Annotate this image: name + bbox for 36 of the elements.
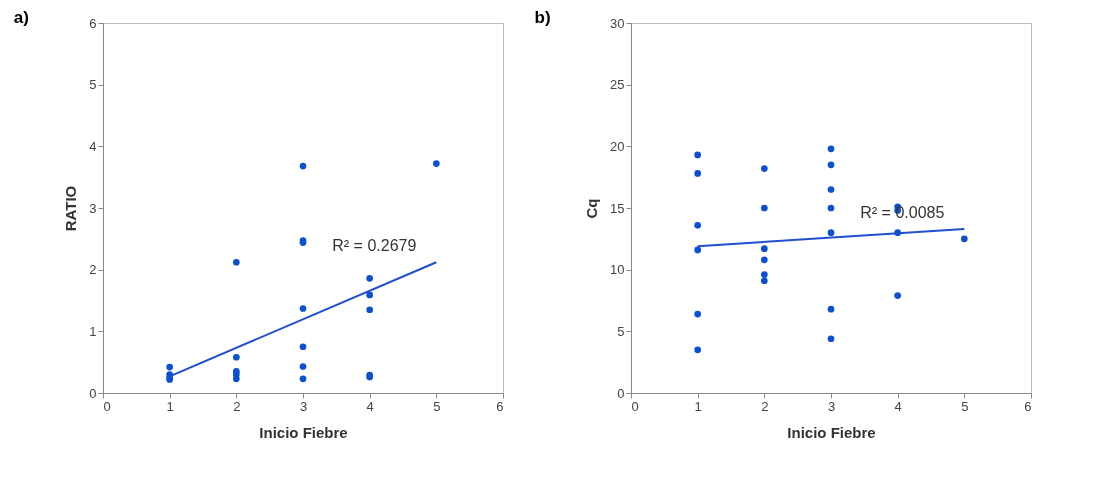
y-tick-label: 5: [617, 323, 625, 339]
y-tick-label: 0: [617, 385, 625, 401]
y-tick-label: 20: [610, 138, 625, 154]
chart-title: b): [534, 8, 551, 27]
x-tick-label: 1: [166, 398, 174, 414]
y-tick-label: 5: [89, 77, 97, 93]
y-tick-label: 25: [610, 77, 625, 93]
y-axis-title: Cq: [583, 198, 601, 219]
x-tick-label: 4: [894, 398, 902, 414]
x-tick-label: 3: [827, 398, 836, 414]
y-tick-label: 3: [89, 200, 97, 216]
annotation: R² = 0.0085: [860, 203, 945, 221]
y-tick-label: 0: [89, 385, 97, 401]
y-tick-label: 10: [610, 262, 625, 278]
y-tick-label: 6: [89, 15, 97, 31]
x-tick-label: 2: [761, 398, 769, 414]
x-tick-label: 6: [496, 398, 504, 414]
x-axis-title: Inicio Fiebre: [787, 423, 876, 441]
x-tick-label: 1: [694, 398, 702, 414]
y-tick-label: 2: [89, 262, 97, 278]
x-tick-label: 4: [366, 398, 374, 414]
y-tick-label: 30: [610, 15, 625, 31]
y-tick-label: 1: [89, 323, 97, 339]
annotation: R² = 0.2679: [332, 237, 417, 255]
x-tick-label: 5: [961, 398, 969, 414]
x-tick-label: 2: [233, 398, 241, 414]
y-tick-label: 15: [610, 200, 625, 216]
x-tick-label: 3: [299, 398, 308, 414]
y-tick-label: 4: [89, 138, 97, 154]
x-tick-label: 6: [1024, 398, 1032, 414]
x-tick-label: 0: [103, 398, 111, 414]
x-tick-label: 5: [433, 398, 441, 414]
chart-title: a): [13, 8, 29, 27]
x-tick-label: 0: [631, 398, 639, 414]
y-axis-title: RATIO: [62, 185, 80, 232]
x-axis-title: Inicio Fiebre: [259, 423, 348, 441]
